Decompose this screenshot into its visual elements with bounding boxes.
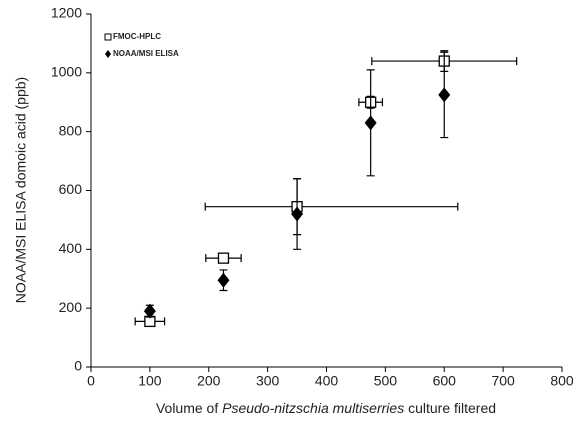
y-tick-label: 600 — [59, 181, 83, 197]
data-point — [143, 303, 156, 319]
data-point — [217, 272, 230, 288]
legend-marker — [105, 50, 111, 58]
legend-marker — [104, 33, 112, 41]
x-label-part: Volume of — [156, 400, 222, 416]
x-label-italic: Pseudo-nitzschia multiserries — [222, 400, 404, 416]
data-point — [291, 206, 304, 222]
y-tick-label: 0 — [74, 358, 82, 374]
x-tick-label: 400 — [315, 373, 339, 389]
x-error-bar — [204, 202, 459, 211]
data-point — [438, 87, 451, 103]
y-tick-label: 1200 — [51, 5, 82, 21]
x-tick-label: 200 — [197, 373, 221, 389]
x-tick-label: 800 — [550, 373, 574, 389]
y-tick-label: 200 — [59, 299, 83, 315]
x-tick-label: 100 — [138, 373, 162, 389]
y-tick-label: 1000 — [51, 64, 82, 80]
x-label-part: culture filtered — [404, 400, 496, 416]
data-point — [364, 115, 377, 131]
legend-label: NOAA/MSI ELISA — [113, 49, 179, 58]
x-tick-label: 0 — [87, 373, 95, 389]
x-tick-label: 500 — [374, 373, 398, 389]
x-axis-label: Volume of Pseudo-nitzschia multiserries … — [156, 400, 496, 416]
y-axis-label: NOAA/MSI ELISA domoic acid (ppb) — [13, 77, 29, 303]
y-tick-label: 400 — [59, 240, 83, 256]
x-tick-label: 700 — [491, 373, 515, 389]
legend-label: FMOC-HPLC — [113, 32, 161, 41]
y-tick-label: 800 — [59, 122, 83, 138]
x-tick-label: 600 — [433, 373, 457, 389]
data-point — [217, 252, 230, 264]
x-tick-label: 300 — [256, 373, 280, 389]
